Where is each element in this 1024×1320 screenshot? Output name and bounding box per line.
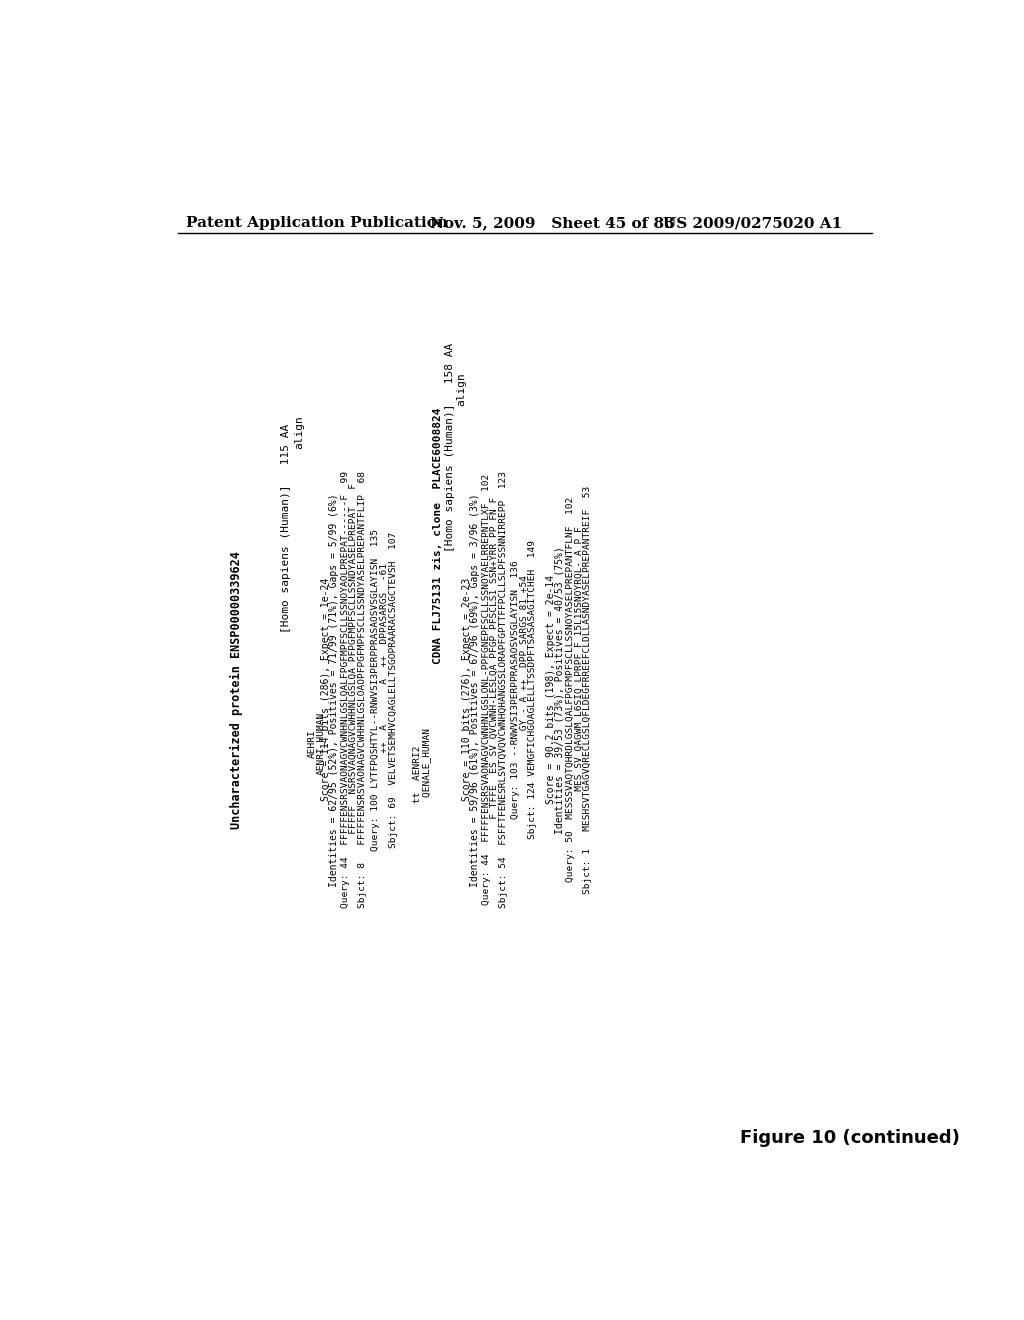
Text: AENRI_HUMAN: AENRI_HUMAN	[315, 711, 325, 775]
Text: Sbjct: 54  FSFFTFENESRLSVTQVQVCWNHQHANGSSLORAPFGPTTFFPCLLSLPFSSNNIRREPP  123: Sbjct: 54 FSFFTFENESRLSVTQVQVCWNHQHANGSS…	[499, 471, 508, 908]
Text: Figure 10 (continued): Figure 10 (continued)	[740, 1129, 961, 1147]
Text: Sbjct: 8   FFFFFENSRSVAONAGVCWHHNLGSLOAOPFPGFMPFSCLLSSNDYASELPREPANTFLIP  68: Sbjct: 8 FFFFFENSRSVAONAGVCWHHNLGSLOAOPF…	[357, 471, 367, 908]
Text: Query: 100 LYTFPQSHTYL--RNWVSI3PERPPRASAOSVSGLAYISN  135: Query: 100 LYTFPQSHTYL--RNWVSI3PERPPRASA…	[372, 529, 381, 850]
Text: Query: 44  FFFFFENSRSVAONAGVCWNHNLGSLQALFPGFMPFSCLLSSNOYAOLPREPAT------F  99: Query: 44 FFFFFENSRSVAONAGVCWNHNLGSLQALF…	[341, 471, 349, 908]
Text: AEHRI: AEHRI	[308, 729, 316, 758]
Text: GY - A ++  DPP SARGS 81 +54: GY - A ++ DPP SARGS 81 +54	[519, 574, 528, 805]
Text: Patent Application Publication: Patent Application Publication	[186, 216, 449, 230]
Text: Query: 50  MESSSVAQTQHRDLGSLQALFPGFMPFSCLLSSNOYASELPREPANTFLNF  102: Query: 50 MESSSVAQTQHRDLGSLQALFPGFMPFSCL…	[566, 498, 575, 882]
Text: Query: 103 --RNWVSI3PERPPRASAOSVSGLAYISN  136: Query: 103 --RNWVSI3PERPPRASAOSVSGLAYISN…	[511, 560, 520, 820]
Text: MES SV QAGWM L6SIQ LPRPF F 15L15SNOYRQL- A P F: MES SV QAGWM L6SIQ LPRPF F 15L15SNOYRQL-…	[574, 525, 584, 854]
Text: Identities = 39/53 (73%), Positives = 40/53 (75%): Identities = 39/53 (73%), Positives = 40…	[555, 545, 564, 834]
Text: Sbjct: 1   MESHSVTGAGVQRECLGSLQFLDEGFRREEFCLDLLASNDYASELPREPANTREIF  53: Sbjct: 1 MESHSVTGAGVQRECLGSLQFLDEGFRREEF…	[583, 486, 592, 894]
Text: CDNA FLJ75131 zis, clone  PLACE6008824: CDNA FLJ75131 zis, clone PLACE6008824	[432, 408, 442, 664]
Text: Identities = 59/96 (61%), Positives = 67/96 (69%), Gaps = 3/96 (3%): Identities = 59/96 (61%), Positives = 67…	[470, 492, 480, 887]
Text: Sbjct: 69  VELVETSEMHVCQAGLELLTSGOPRAARACSAGCTEVSH  107: Sbjct: 69 VELVETSEMHVCQAGLELLTSGOPRAARAC…	[388, 532, 397, 847]
Text: [Homo sapiens (Human)]   115 AA: [Homo sapiens (Human)] 115 AA	[282, 424, 292, 632]
Text: F TFFE  ES SV QVCWNH-LESLQA PFGP PFSCLS1 SSN+YRR PP FN F: F TFFE ES SV QVCWNH-LESLQA PFGP PFSCLS1 …	[490, 498, 499, 882]
Text: ++  A       A  ++  DPPASARGS  -61: ++ A A ++ DPPASARGS -61	[380, 564, 389, 816]
Text: align: align	[294, 414, 304, 449]
Text: align: align	[456, 372, 466, 407]
Text: Score = 110 bits (276), Expect = 2e-23: Score = 110 bits (276), Expect = 2e-23	[462, 578, 472, 801]
Text: Sbjct: 124 VEMGFICHGOAGLELLTSSDPFTSASASAGITCHEH  149: Sbjct: 124 VEMGFICHGOAGLELLTSSDPFTSASASA…	[528, 540, 537, 840]
Text: Uncharacterized protein ENSP00000339624: Uncharacterized protein ENSP00000339624	[230, 550, 243, 829]
Text: FFFFF  NSRSVAQNAGVCWHHNLGSLQA PFPGFMPFSCLLSSNDYASELPREPAT   F: FFFFF NSRSVAQNAGVCWHHNLGSLQA PFPGFMPFSCL…	[349, 483, 358, 896]
Text: tt  AENRI2: tt AENRI2	[414, 746, 422, 803]
Text: Score = 90.2 bits (198), Expect = 2e-14: Score = 90.2 bits (198), Expect = 2e-14	[546, 576, 556, 804]
Text: Nov. 5, 2009   Sheet 45 of 83: Nov. 5, 2009 Sheet 45 of 83	[430, 216, 675, 230]
Text: QENALE_HUMAN: QENALE_HUMAN	[422, 729, 431, 821]
Text: Score = 114 bits (286), Expect = 1e-24: Score = 114 bits (286), Expect = 1e-24	[321, 578, 331, 801]
Text: Identities = 62/95 (52%), Positives = 71/99 (71%), Gaps = 5/99 (6%): Identities = 62/95 (52%), Positives = 71…	[329, 492, 339, 887]
Text: [Homo sapiens (Human)]   158 AA: [Homo sapiens (Human)] 158 AA	[445, 342, 455, 552]
Text: Query: 44  FFFFFENSRSVAONAGVCWNHNLGSLONL-PPFGNEPFSCLLSSNOYAELRREPNTLXF  102: Query: 44 FFFFFENSRSVAONAGVCWNHNLGSLONL-…	[481, 474, 490, 906]
Text: US 2009/0275020 A1: US 2009/0275020 A1	[663, 216, 842, 230]
